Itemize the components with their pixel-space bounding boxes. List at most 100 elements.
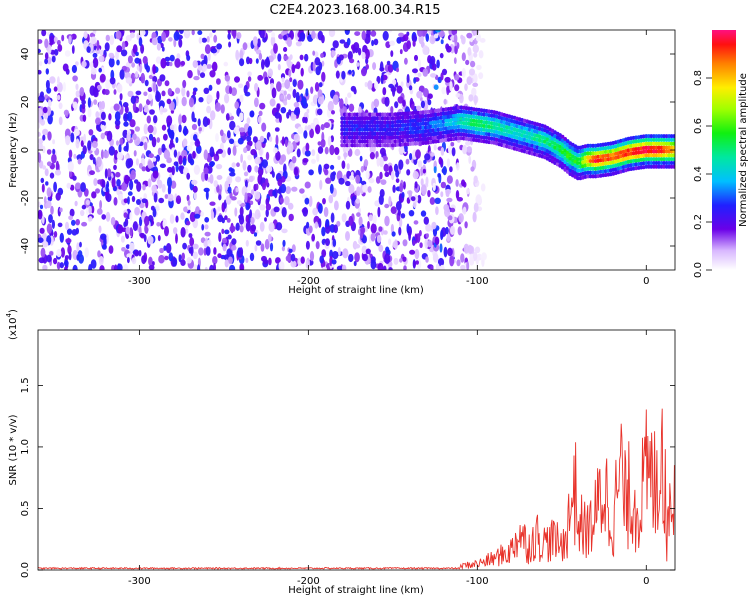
spectrogram-cell xyxy=(414,248,420,260)
spectrogram-cell xyxy=(193,191,197,200)
spectrogram-cell xyxy=(441,86,447,95)
spectrogram-cell xyxy=(219,142,224,151)
ridge-cell xyxy=(669,161,674,165)
spectrogram-cell xyxy=(215,133,219,142)
spectrogram-cell xyxy=(370,259,377,270)
spectrogram-cell xyxy=(116,179,121,187)
spectrogram-cell xyxy=(304,116,308,124)
spectrogram-cell xyxy=(275,134,279,146)
ridge-cell xyxy=(657,145,661,150)
ridge-cell xyxy=(373,116,377,121)
spectrogram-cell xyxy=(43,196,47,204)
spectrogram-cell xyxy=(286,93,292,101)
spectrogram-cell xyxy=(255,183,259,191)
spectrogram-cell xyxy=(315,241,320,250)
spectrogram-cell xyxy=(391,79,397,86)
spectrogram-cell xyxy=(390,106,394,114)
ridge-cell xyxy=(672,145,675,150)
spectrogram-cell xyxy=(323,122,330,129)
spectrogram-cell xyxy=(239,112,244,122)
spectrogram-cell xyxy=(130,95,137,105)
spectrogram-cell xyxy=(38,237,44,243)
spectrogram-cell xyxy=(286,37,292,48)
spectrogram-cell xyxy=(77,158,82,165)
spectrogram-cell xyxy=(58,102,63,110)
colorbar-tick-label: 0.2 xyxy=(693,214,704,230)
y-tick-label: 1.5 xyxy=(20,377,31,393)
spectrogram-cell xyxy=(38,131,41,137)
ridge-cell xyxy=(386,120,390,125)
spectrogram-cell xyxy=(187,199,191,206)
ridge-cell xyxy=(406,111,410,116)
ridge-cell xyxy=(350,116,355,121)
ridge-cell xyxy=(375,139,380,144)
spectrogram-cell xyxy=(131,195,136,203)
ridge-cell xyxy=(360,131,365,136)
spectrogram-cell xyxy=(314,51,319,58)
spectrogram-cell xyxy=(249,209,253,219)
spectrogram-cell xyxy=(336,265,343,270)
spectrogram-cell xyxy=(210,110,216,121)
spectrogram-cell xyxy=(318,61,323,71)
spectrogram-cell xyxy=(127,111,133,122)
spectrogram-cell xyxy=(101,179,106,189)
spectrogram-cell xyxy=(59,232,64,243)
spectrogram-cell xyxy=(280,73,286,80)
spectrogram-cell xyxy=(334,147,340,155)
ridge-cell xyxy=(603,149,608,154)
spectrogram-cell xyxy=(186,220,191,226)
spectrogram-cell xyxy=(468,155,472,164)
spectrogram-cell xyxy=(193,75,200,81)
spectrogram-cell xyxy=(231,162,236,168)
ridge-cell xyxy=(659,137,664,142)
spectrogram-cell xyxy=(255,140,262,151)
ridge-cell xyxy=(654,157,659,162)
spectrogram-cell xyxy=(46,161,52,167)
spectrogram-cell xyxy=(312,50,316,56)
spectrogram-cell xyxy=(151,37,158,46)
spectrogram-cell xyxy=(388,30,393,33)
ridge-cell xyxy=(347,143,352,148)
ridge-cell xyxy=(588,151,593,156)
spectrogram-cell xyxy=(368,177,375,184)
spectrogram-cell xyxy=(227,30,231,35)
ridge-cell xyxy=(398,123,403,128)
spectrogram-cell xyxy=(261,122,267,132)
spectrogram-cell xyxy=(86,46,91,53)
spectrogram-cell xyxy=(317,89,323,99)
spectrogram-cell xyxy=(449,255,455,267)
spectrogram-cell xyxy=(355,174,361,184)
ridge-cell xyxy=(429,124,433,129)
spectrogram-cell xyxy=(98,55,105,63)
spectrogram-cell xyxy=(288,161,295,171)
spectrogram-cell xyxy=(192,90,197,96)
spectrogram-cell xyxy=(200,53,205,60)
spectrogram-cell xyxy=(377,206,381,218)
spectrogram-cell xyxy=(204,231,211,237)
spectrogram-cell xyxy=(90,36,97,45)
spectrogram-cell xyxy=(135,71,139,78)
spectrogram-cell xyxy=(161,31,167,42)
spectrogram-cell xyxy=(420,178,424,187)
spectrogram-cell xyxy=(437,257,445,267)
spectrogram-cell xyxy=(92,57,99,69)
spectrogram-cell xyxy=(192,251,198,260)
ridge-cell xyxy=(342,127,347,132)
ridge-cell xyxy=(358,120,362,125)
spectrogram-cell xyxy=(239,247,244,257)
ridge-cell xyxy=(368,131,372,136)
spectrogram-cell xyxy=(229,120,236,131)
spectrogram-cell xyxy=(259,135,265,143)
spectrogram-cell xyxy=(217,148,224,154)
spectrogram-cell xyxy=(406,40,412,50)
spectrogram-cell xyxy=(368,214,374,222)
ridge-cell xyxy=(380,131,385,136)
spectrogram-cell xyxy=(337,155,341,160)
spectrogram-cell xyxy=(311,149,316,157)
spectrogram-cell xyxy=(321,71,326,83)
ridge-cell xyxy=(662,164,666,169)
spectrogram-cell xyxy=(57,76,60,85)
ridge-cell xyxy=(386,112,390,117)
spectrogram-cell xyxy=(52,148,56,155)
